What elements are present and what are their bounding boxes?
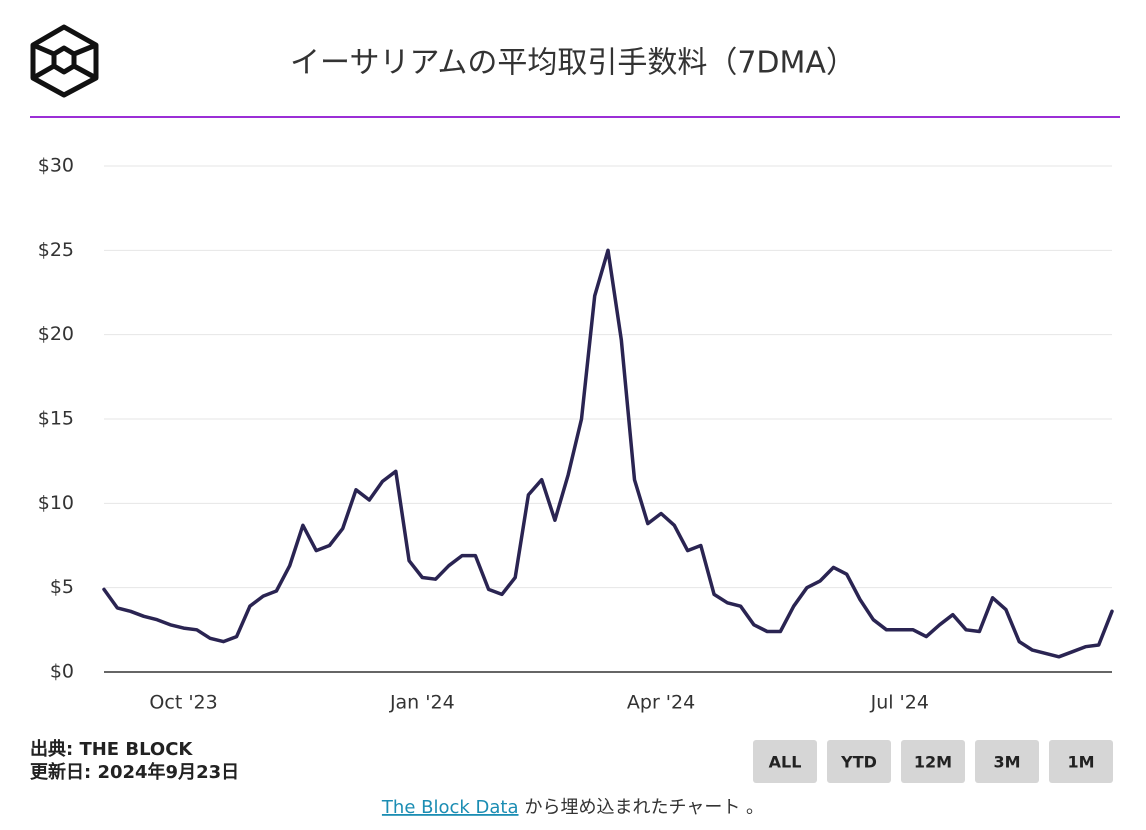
y-tick-label: $0 [50,661,74,683]
source: 出典: THE BLOCK [30,738,193,760]
button-bg[interactable] [827,740,891,783]
button-bg[interactable] [975,740,1039,783]
button-label[interactable]: 1M [1067,753,1094,772]
x-tick-label: Jul '24 [870,692,929,714]
y-tick-label: $20 [38,323,74,345]
button-bg[interactable] [1049,740,1113,783]
x-tick-label: Apr '24 [627,692,695,714]
y-tick-label: $15 [38,408,74,430]
range-button[interactable]: 3M [975,740,1039,783]
y-tick-label: $30 [38,155,74,177]
embed-note: The Block Data から埋め込まれたチャート 。 [381,797,764,818]
y-tick-label: $5 [50,576,74,598]
range-button[interactable]: 1M [1049,740,1113,783]
x-tick-label: Oct '23 [149,692,217,714]
range-button[interactable]: 12M [901,740,965,783]
button-label[interactable]: 12M [914,753,952,772]
y-tick-label: $10 [38,492,74,514]
updated: 更新日: 2024年9月23日 [30,761,239,783]
button-bg[interactable] [753,740,817,783]
button-label[interactable]: 3M [993,753,1020,772]
button-label[interactable]: YTD [840,753,877,772]
data-line [102,248,1114,659]
chart-title: イーサリアムの平均取引手数料（7DMA） [290,46,856,81]
button-bg[interactable] [901,740,965,783]
button-label[interactable]: ALL [769,753,802,772]
x-tick-label: Jan '24 [389,692,455,714]
embed-link[interactable]: The Block Data [381,797,519,818]
y-tick-label: $25 [38,239,74,261]
logo [30,24,99,98]
range-button[interactable]: ALL [753,740,817,783]
range-button[interactable]: YTD [827,740,891,783]
embed-text: から埋め込まれたチャート 。 [525,797,765,818]
